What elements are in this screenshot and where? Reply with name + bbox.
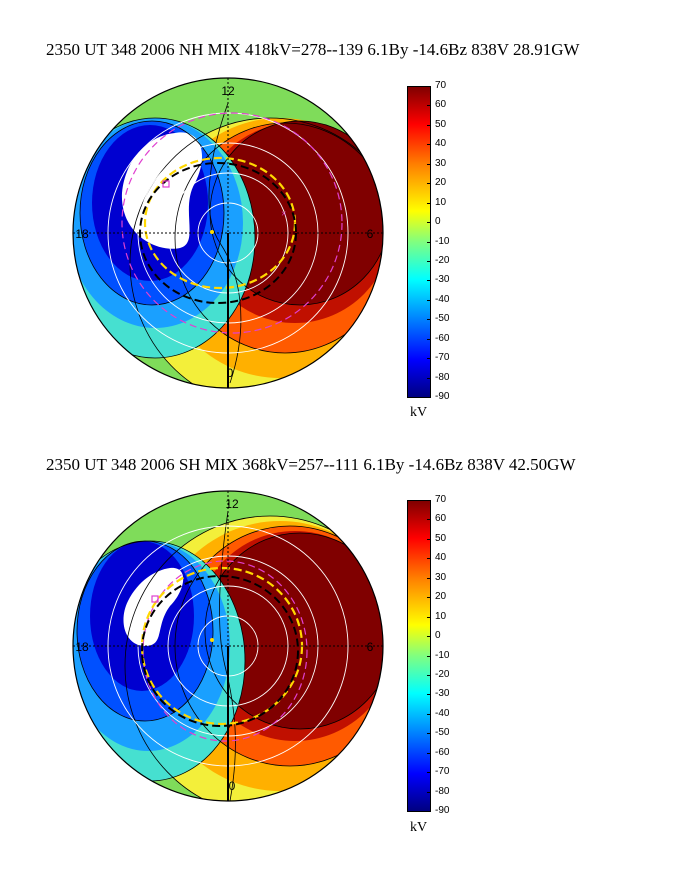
colorbar-tick-mark	[427, 124, 431, 126]
clock-label-12: 12	[225, 497, 239, 511]
colorbar-tick-mark	[427, 202, 431, 204]
colorbar-tick-mark	[427, 733, 431, 735]
colorbar-tick-mark	[427, 519, 431, 521]
colorbar-tick-mark	[427, 772, 431, 774]
clock-label-6: 6	[367, 227, 374, 241]
colorbar-tick-label: 20	[435, 177, 447, 189]
colorbar-tick-label: -20	[435, 254, 450, 266]
colorbar-tick-label: 0	[435, 630, 441, 642]
colorbar-tick-label: 30	[435, 571, 447, 583]
colorbar-tick-label: 50	[435, 118, 447, 130]
colorbar-unit-nh: kV	[410, 405, 428, 420]
colorbar-tick-mark	[427, 260, 431, 262]
colorbar-tick-mark	[427, 577, 431, 579]
colorbar-tick-label: 70	[435, 494, 447, 505]
colorbar-tick-label: -80	[435, 785, 450, 797]
marker-square-nh	[162, 180, 170, 188]
colorbar-tick-mark	[427, 222, 431, 224]
panel-title-nh: 2350 UT 348 2006 NH MIX 418kV=278--139 6…	[46, 40, 580, 59]
marker-dot-sh	[210, 638, 214, 642]
clock-label-6: 6	[367, 640, 374, 654]
colorbar-unit-sh: kV	[410, 820, 428, 835]
colorbar-nh	[407, 86, 431, 398]
clock-label-12: 12	[221, 84, 235, 98]
colorbar-tick-label: -10	[435, 235, 450, 247]
colorbar-tick-label: -30	[435, 274, 450, 286]
colorbar-tick-label: 70	[435, 80, 447, 91]
colorbar-tick-label: -90	[435, 805, 450, 816]
polar-map-sh: 12 6 0 18	[72, 490, 384, 802]
marker-x-nh: ×	[281, 209, 287, 220]
colorbar-tick-mark	[427, 319, 431, 321]
potential-field-nh: ×	[73, 78, 383, 388]
clock-label-18: 18	[75, 227, 89, 241]
colorbar-tick-label: -40	[435, 293, 450, 305]
colorbar-tick-mark	[427, 500, 431, 501]
marker-dot-nh	[210, 230, 214, 234]
colorbar-tick-label: -60	[435, 746, 450, 758]
colorbar-tick-mark	[427, 636, 431, 638]
clock-label-0: 0	[227, 366, 234, 380]
colorbar-tick-label: -40	[435, 707, 450, 719]
colorbar-tick-mark	[427, 338, 431, 340]
colorbar-tick-mark	[427, 713, 431, 715]
potential-field-sh	[73, 491, 383, 801]
colorbar-tick-mark	[427, 241, 431, 243]
colorbar-tick-mark	[427, 655, 431, 657]
colorbar-tick-mark	[427, 616, 431, 618]
colorbar-tick-mark	[427, 752, 431, 754]
boundary-black-nh	[139, 162, 297, 304]
boundary-yellow-nh	[143, 156, 297, 290]
colorbar-tick-label: 60	[435, 99, 447, 111]
panel-title-sh: 2350 UT 348 2006 SH MIX 368kV=257--111 6…	[46, 455, 576, 474]
colorbar-tick-label: -80	[435, 371, 450, 383]
colorbar-tick-label: 0	[435, 216, 441, 228]
colorbar-tick-label: -10	[435, 649, 450, 661]
colorbar-tick-mark	[427, 86, 431, 87]
colorbar-tick-label: 40	[435, 138, 447, 150]
colorbar-tick-mark	[427, 377, 431, 379]
colorbar-tick-mark	[427, 558, 431, 560]
clock-label-0: 0	[229, 779, 236, 793]
colorbar-tick-label: -30	[435, 688, 450, 700]
dial-outline-nh	[72, 77, 384, 389]
contours-nh	[73, 102, 383, 388]
colorbar-tick-mark	[427, 694, 431, 696]
marker-square-sh	[151, 595, 159, 603]
colorbar-tick-mark	[427, 183, 431, 185]
polar-map-nh: × 12 6 0 18	[72, 77, 384, 389]
colorbar-tick-mark	[427, 397, 431, 398]
colorbar-tick-label: 60	[435, 513, 447, 525]
boundary-black-sh	[141, 575, 299, 727]
colorbar-tick-label: 30	[435, 157, 447, 169]
clock-label-18: 18	[75, 640, 89, 654]
colorbar-tick-label: 20	[435, 591, 447, 603]
colorbar-tick-mark	[427, 791, 431, 793]
colorbar-tick-label: 10	[435, 196, 447, 208]
colorbar-tick-label: -50	[435, 727, 450, 739]
colorbar-tick-label: 50	[435, 532, 447, 544]
colorbar-tick-mark	[427, 280, 431, 282]
colorbar-tick-label: 10	[435, 610, 447, 622]
colorbar-tick-mark	[427, 811, 431, 812]
colorbar-tick-label: -70	[435, 766, 450, 778]
colorbar-tick-mark	[427, 597, 431, 599]
colorbar-tick-mark	[427, 105, 431, 107]
colorbar-tick-label: -20	[435, 668, 450, 680]
colorbar-tick-label: 40	[435, 552, 447, 564]
colorbar-tick-mark	[427, 538, 431, 540]
colorbar-tick-mark	[427, 299, 431, 301]
colorbar-tick-label: -60	[435, 332, 450, 344]
dial-outline-sh	[72, 490, 384, 802]
colorbar-tick-mark	[427, 674, 431, 676]
colorbar-tick-mark	[427, 358, 431, 360]
colorbar-tick-mark	[427, 163, 431, 165]
colorbar-tick-mark	[427, 144, 431, 146]
colorbar-tick-label: -90	[435, 391, 450, 402]
colorbar-tick-label: -70	[435, 352, 450, 364]
boundary-magenta-nh	[121, 112, 343, 334]
colorbar-tick-label: -50	[435, 313, 450, 325]
